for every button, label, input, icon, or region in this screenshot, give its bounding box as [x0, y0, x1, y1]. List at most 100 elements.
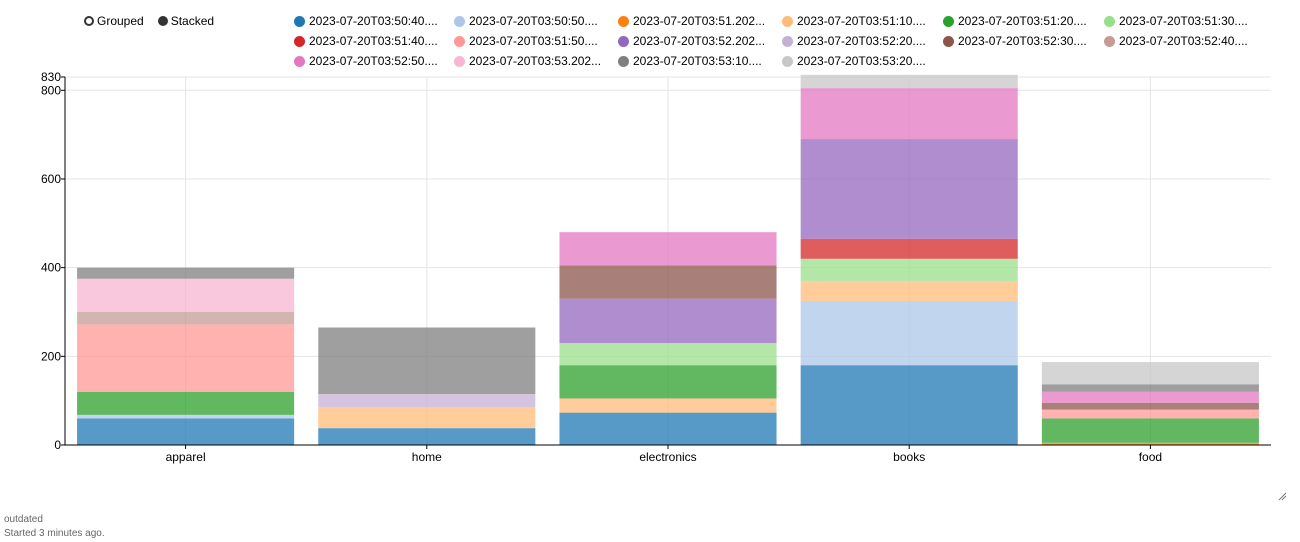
- y-tick-label: 400: [41, 261, 61, 275]
- bar-segment[interactable]: [559, 412, 777, 445]
- legend-swatch-icon: [618, 55, 629, 67]
- bar-segment[interactable]: [77, 267, 295, 279]
- legend-item[interactable]: 2023-07-20T03:50:50....: [454, 14, 598, 28]
- legend-swatch-icon: [618, 15, 629, 27]
- legend-swatch-icon: [294, 35, 305, 47]
- bar-segment[interactable]: [559, 265, 777, 299]
- bar-segment[interactable]: [77, 278, 295, 312]
- bar-segment[interactable]: [559, 298, 777, 344]
- legend-item[interactable]: 2023-07-20T03:53:20....: [782, 54, 926, 68]
- bar-segment[interactable]: [800, 88, 1018, 140]
- status-panel: outdated Started 3 minutes ago.: [4, 513, 105, 541]
- legend-item[interactable]: 2023-07-20T03:51:30....: [1104, 14, 1248, 28]
- bar-segment[interactable]: [77, 324, 295, 392]
- bar-segment[interactable]: [318, 407, 536, 429]
- legend-swatch-icon: [943, 15, 954, 27]
- y-tick-label: 800: [41, 83, 61, 97]
- bar-segment[interactable]: [1041, 362, 1259, 385]
- bar-segment[interactable]: [77, 391, 295, 415]
- bar-segment[interactable]: [318, 394, 536, 408]
- stacked-option[interactable]: Stacked: [157, 14, 215, 28]
- legend-swatch-icon: [454, 15, 465, 27]
- y-tick-label: 600: [41, 172, 61, 186]
- legend-label: 2023-07-20T03:51:50....: [469, 34, 598, 48]
- bar-segment[interactable]: [1041, 402, 1259, 410]
- legend-label: 2023-07-20T03:51.202...: [633, 14, 766, 28]
- grouped-radio-icon: [84, 16, 94, 26]
- legend-item[interactable]: 2023-07-20T03:51:10....: [782, 14, 926, 28]
- legend-item[interactable]: 2023-07-20T03:52:50....: [294, 54, 438, 68]
- legend-label: 2023-07-20T03:51:40....: [309, 34, 438, 48]
- y-tick-label: 200: [41, 349, 61, 363]
- legend-item[interactable]: 2023-07-20T03:52:20....: [782, 34, 926, 48]
- x-tick-label: electronics: [639, 450, 696, 464]
- bar-segment[interactable]: [1041, 384, 1259, 392]
- bar-segment[interactable]: [559, 343, 777, 366]
- bar-segment[interactable]: [559, 232, 777, 266]
- bar-segment[interactable]: [800, 365, 1018, 445]
- bar-segment[interactable]: [559, 365, 777, 399]
- legend-swatch-icon: [782, 15, 793, 27]
- bar-segment[interactable]: [1041, 391, 1259, 403]
- legend-swatch-icon: [294, 15, 305, 27]
- legend-item[interactable]: 2023-07-20T03:52.202...: [618, 34, 765, 48]
- legend-label: 2023-07-20T03:53.202...: [469, 54, 602, 68]
- legend-label: 2023-07-20T03:53:20....: [797, 54, 926, 68]
- legend-label: 2023-07-20T03:51:10....: [797, 14, 926, 28]
- legend-swatch-icon: [782, 35, 793, 47]
- mode-toggle: Grouped Stacked: [84, 14, 214, 28]
- bar-segment[interactable]: [800, 139, 1018, 239]
- x-tick-label: books: [893, 450, 925, 464]
- legend-item[interactable]: 2023-07-20T03:53.202...: [454, 54, 601, 68]
- legend-label: 2023-07-20T03:52:30....: [958, 34, 1087, 48]
- stacked-label: Stacked: [170, 14, 215, 28]
- status-outdated: outdated: [4, 514, 43, 525]
- legend-label: 2023-07-20T03:51:20....: [958, 14, 1087, 28]
- resize-handle-icon[interactable]: [1277, 491, 1287, 501]
- bar-segment[interactable]: [559, 398, 777, 413]
- y-tick-label: 830: [41, 70, 61, 84]
- legend-swatch-icon: [943, 35, 954, 47]
- legend-item[interactable]: 2023-07-20T03:53:10....: [618, 54, 762, 68]
- legend-swatch-icon: [1104, 15, 1115, 27]
- bar-segment[interactable]: [800, 300, 1018, 366]
- x-tick-label: home: [412, 450, 442, 464]
- bar-segment[interactable]: [800, 280, 1018, 301]
- bar-segment[interactable]: [1041, 418, 1259, 443]
- legend-item[interactable]: 2023-07-20T03:51:50....: [454, 34, 598, 48]
- legend-item[interactable]: 2023-07-20T03:51:40....: [294, 34, 438, 48]
- legend-label: 2023-07-20T03:52:50....: [309, 54, 438, 68]
- bar-segment[interactable]: [1041, 409, 1259, 419]
- bar-segment[interactable]: [800, 238, 1018, 259]
- status-started: Started 3 minutes ago.: [4, 528, 105, 539]
- bar-segment[interactable]: [1041, 442, 1259, 445]
- x-tick-label: food: [1139, 450, 1162, 464]
- legend-swatch-icon: [782, 55, 793, 67]
- grouped-label: Grouped: [97, 14, 144, 28]
- legend-label: 2023-07-20T03:53:10....: [633, 54, 762, 68]
- bar-segment[interactable]: [800, 74, 1018, 89]
- legend-item[interactable]: 2023-07-20T03:51.202...: [618, 14, 765, 28]
- legend-item[interactable]: 2023-07-20T03:51:20....: [943, 14, 1087, 28]
- legend-swatch-icon: [618, 35, 629, 47]
- legend-swatch-icon: [454, 55, 465, 67]
- legend-label: 2023-07-20T03:52.202...: [633, 34, 766, 48]
- bar-segment[interactable]: [77, 311, 295, 325]
- bar-segment[interactable]: [77, 418, 295, 445]
- legend-item[interactable]: 2023-07-20T03:52:40....: [1104, 34, 1248, 48]
- legend-swatch-icon: [294, 55, 305, 67]
- legend-label: 2023-07-20T03:52:20....: [797, 34, 926, 48]
- bar-segment[interactable]: [318, 327, 536, 395]
- legend-item[interactable]: 2023-07-20T03:50:40....: [294, 14, 438, 28]
- bar-segment[interactable]: [77, 414, 295, 419]
- bar-segment[interactable]: [800, 258, 1018, 281]
- bar-segment[interactable]: [318, 428, 536, 445]
- legend-swatch-icon: [1104, 35, 1115, 47]
- grouped-option[interactable]: Grouped: [84, 14, 144, 28]
- legend-label: 2023-07-20T03:50:40....: [309, 14, 438, 28]
- legend-label: 2023-07-20T03:51:30....: [1119, 14, 1248, 28]
- legend-swatch-icon: [454, 35, 465, 47]
- legend-item[interactable]: 2023-07-20T03:52:30....: [943, 34, 1087, 48]
- legend-label: 2023-07-20T03:52:40....: [1119, 34, 1248, 48]
